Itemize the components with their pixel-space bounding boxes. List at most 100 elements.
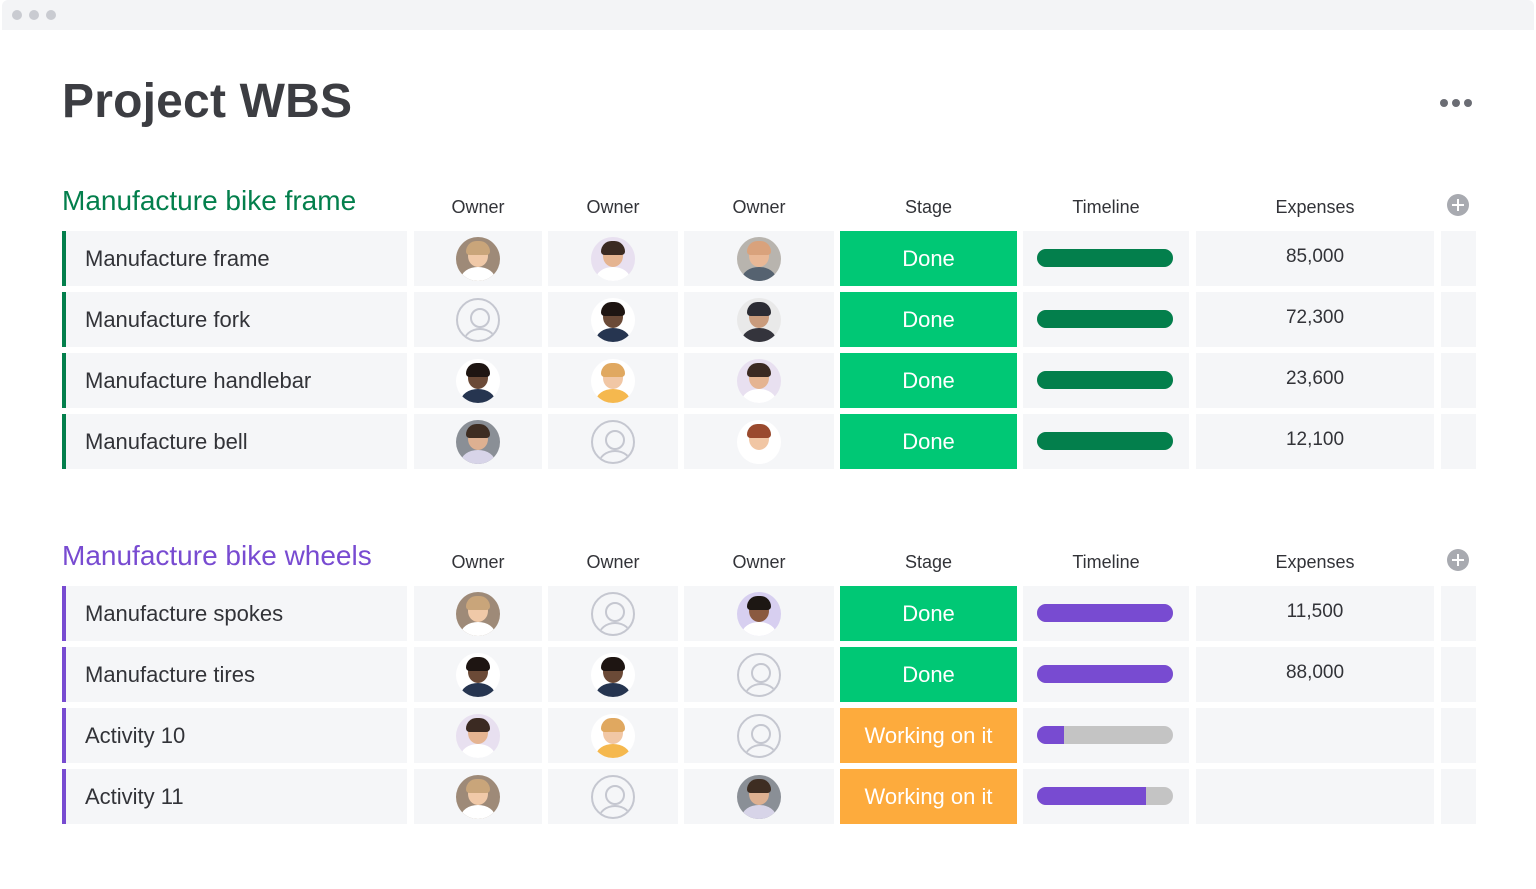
timeline-cell[interactable]	[1023, 414, 1189, 469]
owner-cell[interactable]	[684, 647, 834, 702]
item-name-cell[interactable]: Manufacture tires	[62, 647, 407, 702]
item-name-cell[interactable]: Manufacture frame	[62, 231, 407, 286]
timeline-bar[interactable]	[1037, 371, 1173, 389]
avatar[interactable]	[737, 591, 781, 636]
timeline-cell[interactable]	[1023, 292, 1189, 347]
status-badge[interactable]: Done	[840, 586, 1017, 641]
avatar[interactable]	[591, 358, 635, 403]
expenses-value[interactable]	[1196, 769, 1434, 824]
owner-cell[interactable]	[684, 231, 834, 286]
avatar[interactable]	[737, 358, 781, 403]
item-name: Manufacture spokes	[85, 601, 284, 626]
avatar[interactable]	[591, 652, 635, 697]
unassigned-person-icon[interactable]	[737, 652, 781, 697]
item-name-cell[interactable]: Manufacture fork	[62, 292, 407, 347]
timeline-cell[interactable]	[1023, 647, 1189, 702]
expenses-value[interactable]: 11,500	[1196, 586, 1434, 641]
unassigned-person-icon[interactable]	[591, 591, 635, 636]
status-badge[interactable]: Working on it	[840, 708, 1017, 763]
expenses-value[interactable]: 12,100	[1196, 414, 1434, 469]
owner-cell[interactable]	[548, 708, 678, 763]
avatar[interactable]	[737, 297, 781, 342]
avatar[interactable]	[456, 358, 500, 403]
timeline-cell[interactable]	[1023, 353, 1189, 408]
timeline-bar[interactable]	[1037, 665, 1173, 683]
expenses-value[interactable]: 72,300	[1196, 292, 1434, 347]
timeline-bar[interactable]	[1037, 249, 1173, 267]
owner-cell[interactable]	[414, 231, 542, 286]
item-name-cell[interactable]: Manufacture bell	[62, 414, 407, 469]
table-row: Activity 10 Working on it	[0, 708, 1536, 763]
avatar[interactable]	[737, 774, 781, 819]
status-badge[interactable]: Working on it	[840, 769, 1017, 824]
item-name-cell[interactable]: Activity 10	[62, 708, 407, 763]
avatar[interactable]	[456, 713, 500, 758]
status-badge[interactable]: Done	[840, 414, 1017, 469]
group-title[interactable]: Manufacture bike frame	[62, 185, 357, 216]
minimize-dot[interactable]	[29, 10, 39, 20]
avatar[interactable]	[591, 713, 635, 758]
unassigned-person-icon[interactable]	[737, 713, 781, 758]
owner-cell[interactable]	[684, 708, 834, 763]
avatar[interactable]	[456, 652, 500, 697]
timeline-bar[interactable]	[1037, 726, 1173, 744]
close-dot[interactable]	[12, 10, 22, 20]
owner-cell[interactable]	[684, 586, 834, 641]
unassigned-person-icon[interactable]	[456, 297, 500, 342]
owner-cell[interactable]	[684, 353, 834, 408]
owner-cell[interactable]	[548, 231, 678, 286]
avatar[interactable]	[737, 419, 781, 464]
more-options-icon[interactable]	[1440, 96, 1478, 110]
maximize-dot[interactable]	[46, 10, 56, 20]
expenses-value[interactable]: 85,000	[1196, 231, 1434, 286]
expenses-value[interactable]: 23,600	[1196, 353, 1434, 408]
status-badge[interactable]: Done	[840, 292, 1017, 347]
add-column-icon[interactable]	[1447, 549, 1469, 571]
group-title[interactable]: Manufacture bike wheels	[62, 540, 372, 571]
item-name-cell[interactable]: Manufacture handlebar	[62, 353, 407, 408]
avatar[interactable]	[456, 419, 500, 464]
status-badge[interactable]: Done	[840, 353, 1017, 408]
timeline-cell[interactable]	[1023, 769, 1189, 824]
avatar[interactable]	[737, 236, 781, 281]
owner-cell[interactable]	[414, 708, 542, 763]
owner-cell[interactable]	[414, 353, 542, 408]
avatar[interactable]	[456, 591, 500, 636]
owner-cell[interactable]	[548, 647, 678, 702]
expenses-value[interactable]: 88,000	[1196, 647, 1434, 702]
add-column-icon[interactable]	[1447, 194, 1469, 216]
owner-cell[interactable]	[414, 769, 542, 824]
timeline-bar[interactable]	[1037, 432, 1173, 450]
owner-cell[interactable]	[684, 414, 834, 469]
owner-cell[interactable]	[414, 292, 542, 347]
status-badge[interactable]: Done	[840, 231, 1017, 286]
item-name-cell[interactable]: Manufacture spokes	[62, 586, 407, 641]
owner-cell[interactable]	[548, 414, 678, 469]
owner-cell[interactable]	[548, 586, 678, 641]
owner-cell[interactable]	[684, 292, 834, 347]
owner-cell[interactable]	[414, 647, 542, 702]
timeline-cell[interactable]	[1023, 586, 1189, 641]
avatar[interactable]	[591, 297, 635, 342]
timeline-bar[interactable]	[1037, 787, 1173, 805]
avatar[interactable]	[591, 236, 635, 281]
owner-cell[interactable]	[548, 353, 678, 408]
owner-cell[interactable]	[684, 769, 834, 824]
owner-cell[interactable]	[414, 414, 542, 469]
status-badge[interactable]: Done	[840, 647, 1017, 702]
group-color-bar	[62, 414, 66, 469]
timeline-bar[interactable]	[1037, 310, 1173, 328]
group-color-bar	[62, 231, 66, 286]
owner-cell[interactable]	[548, 292, 678, 347]
avatar[interactable]	[456, 774, 500, 819]
timeline-cell[interactable]	[1023, 231, 1189, 286]
owner-cell[interactable]	[414, 586, 542, 641]
timeline-bar[interactable]	[1037, 604, 1173, 622]
timeline-cell[interactable]	[1023, 708, 1189, 763]
avatar[interactable]	[456, 236, 500, 281]
item-name-cell[interactable]: Activity 11	[62, 769, 407, 824]
unassigned-person-icon[interactable]	[591, 774, 635, 819]
expenses-value[interactable]	[1196, 708, 1434, 763]
owner-cell[interactable]	[548, 769, 678, 824]
unassigned-person-icon[interactable]	[591, 419, 635, 464]
